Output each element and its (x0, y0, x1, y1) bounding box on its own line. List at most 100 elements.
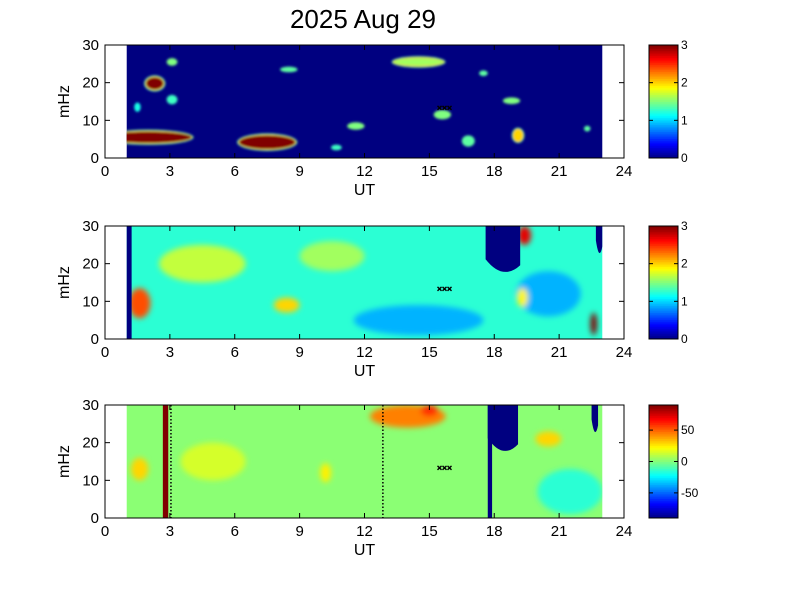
colorbar-step (649, 310, 678, 314)
colorbar-frame (648, 225, 679, 340)
colorbar-step (649, 87, 678, 90)
heatmap-data (126, 45, 603, 158)
vertical-line (162, 405, 169, 518)
x-tick-label: 12 (356, 523, 373, 540)
x-tick-label: 15 (421, 163, 438, 180)
marker-cross (447, 465, 453, 471)
colorbar-tick-label: 2 (681, 76, 688, 90)
colorbar-step (649, 248, 678, 252)
colorbar-step (649, 424, 678, 427)
colorbar-step (649, 110, 678, 113)
colorbar-step (649, 449, 678, 452)
x-tick-label: 6 (231, 163, 239, 180)
colorbar-step (649, 282, 678, 285)
colorbar-step (649, 482, 678, 485)
y-tick-label: 10 (82, 472, 99, 489)
colorbar-step (649, 268, 678, 271)
colorbar-step (649, 119, 678, 122)
heatmap-blob (461, 135, 475, 147)
data-gap-region (595, 226, 603, 254)
x-tick-label: 24 (616, 523, 633, 540)
colorbar-step (649, 73, 678, 76)
colorbar-step (649, 270, 678, 273)
colorbar-step (649, 457, 678, 461)
colorbar-step (649, 60, 678, 64)
colorbar-step (649, 447, 678, 450)
heatmap-blob (146, 77, 164, 90)
x-tick-label: 3 (166, 344, 174, 361)
heatmap-blob (180, 442, 246, 481)
colorbar-step (649, 238, 678, 241)
colorbar-step (649, 413, 678, 417)
colorbar-step (649, 156, 678, 159)
y-tick-label: 30 (82, 397, 99, 414)
colorbar-step (649, 67, 678, 71)
colorbar-step (649, 277, 678, 280)
colorbar-step (649, 101, 678, 104)
colorbar-step (649, 271, 678, 275)
colorbar-step (649, 89, 678, 92)
colorbar-step (649, 512, 678, 515)
x-tick-label: 3 (166, 523, 174, 540)
colorbar-step (649, 298, 678, 301)
colorbar-step (649, 468, 678, 471)
data-gap-region (591, 405, 599, 433)
colorbar-step (649, 431, 678, 434)
colorbar-step (649, 330, 678, 333)
colorbar-step (649, 514, 678, 517)
colorbar-step (649, 291, 678, 294)
heatmap-data (126, 405, 603, 518)
colorbar-step (649, 46, 678, 50)
colorbar-step (649, 324, 678, 328)
colorbar-step (649, 314, 678, 317)
colorbar-step (649, 105, 678, 108)
colorbar-step (649, 489, 678, 493)
colorbar-tick-label: -50 (681, 486, 699, 500)
heatmap-blob (166, 58, 178, 66)
heatmap-blob (518, 226, 532, 245)
y-axis-label: mHz (56, 266, 73, 299)
colorbar-step (649, 117, 678, 120)
vertical-line (487, 405, 493, 518)
colorbar-step (649, 133, 678, 136)
heatmap-blob (280, 66, 298, 73)
colorbar-step (649, 142, 678, 145)
marker-cross (442, 286, 448, 292)
x-tick-label: 9 (295, 344, 303, 361)
colorbar-step (649, 426, 678, 429)
marker-cross (437, 465, 443, 471)
colorbar-step (649, 120, 678, 124)
colorbar-step (649, 505, 678, 508)
colorbar-step (649, 509, 678, 512)
colorbar-step (649, 127, 678, 131)
colorbar-step (649, 328, 678, 331)
colorbar-step (649, 240, 678, 243)
heatmap-blob (420, 405, 439, 417)
colorbar-tick-label: 0 (681, 151, 688, 165)
colorbar-step (649, 50, 678, 53)
colorbar-step (649, 138, 678, 141)
colorbar-step (649, 284, 678, 287)
colorbar-step (649, 486, 678, 489)
colorbar: 0 1 2 3 (648, 38, 688, 165)
colorbar-step (649, 64, 678, 67)
colorbar-step (649, 316, 678, 319)
data-gap-region (485, 226, 521, 272)
colorbar-step (649, 241, 678, 245)
marker-cross (442, 465, 448, 471)
colorbar-step (649, 461, 678, 464)
y-axis-label: mHz (56, 445, 73, 478)
colorbar-step (649, 273, 678, 276)
colorbar-step (649, 319, 678, 322)
x-tick-label: 3 (166, 163, 174, 180)
colorbar-step (649, 92, 678, 95)
colorbar-step (649, 143, 678, 147)
colorbar: -50 0 50 (648, 404, 699, 519)
colorbar-step (649, 140, 678, 143)
y-tick-label: 30 (82, 218, 99, 235)
colorbar-step (649, 149, 678, 152)
colorbar-step (649, 406, 678, 410)
